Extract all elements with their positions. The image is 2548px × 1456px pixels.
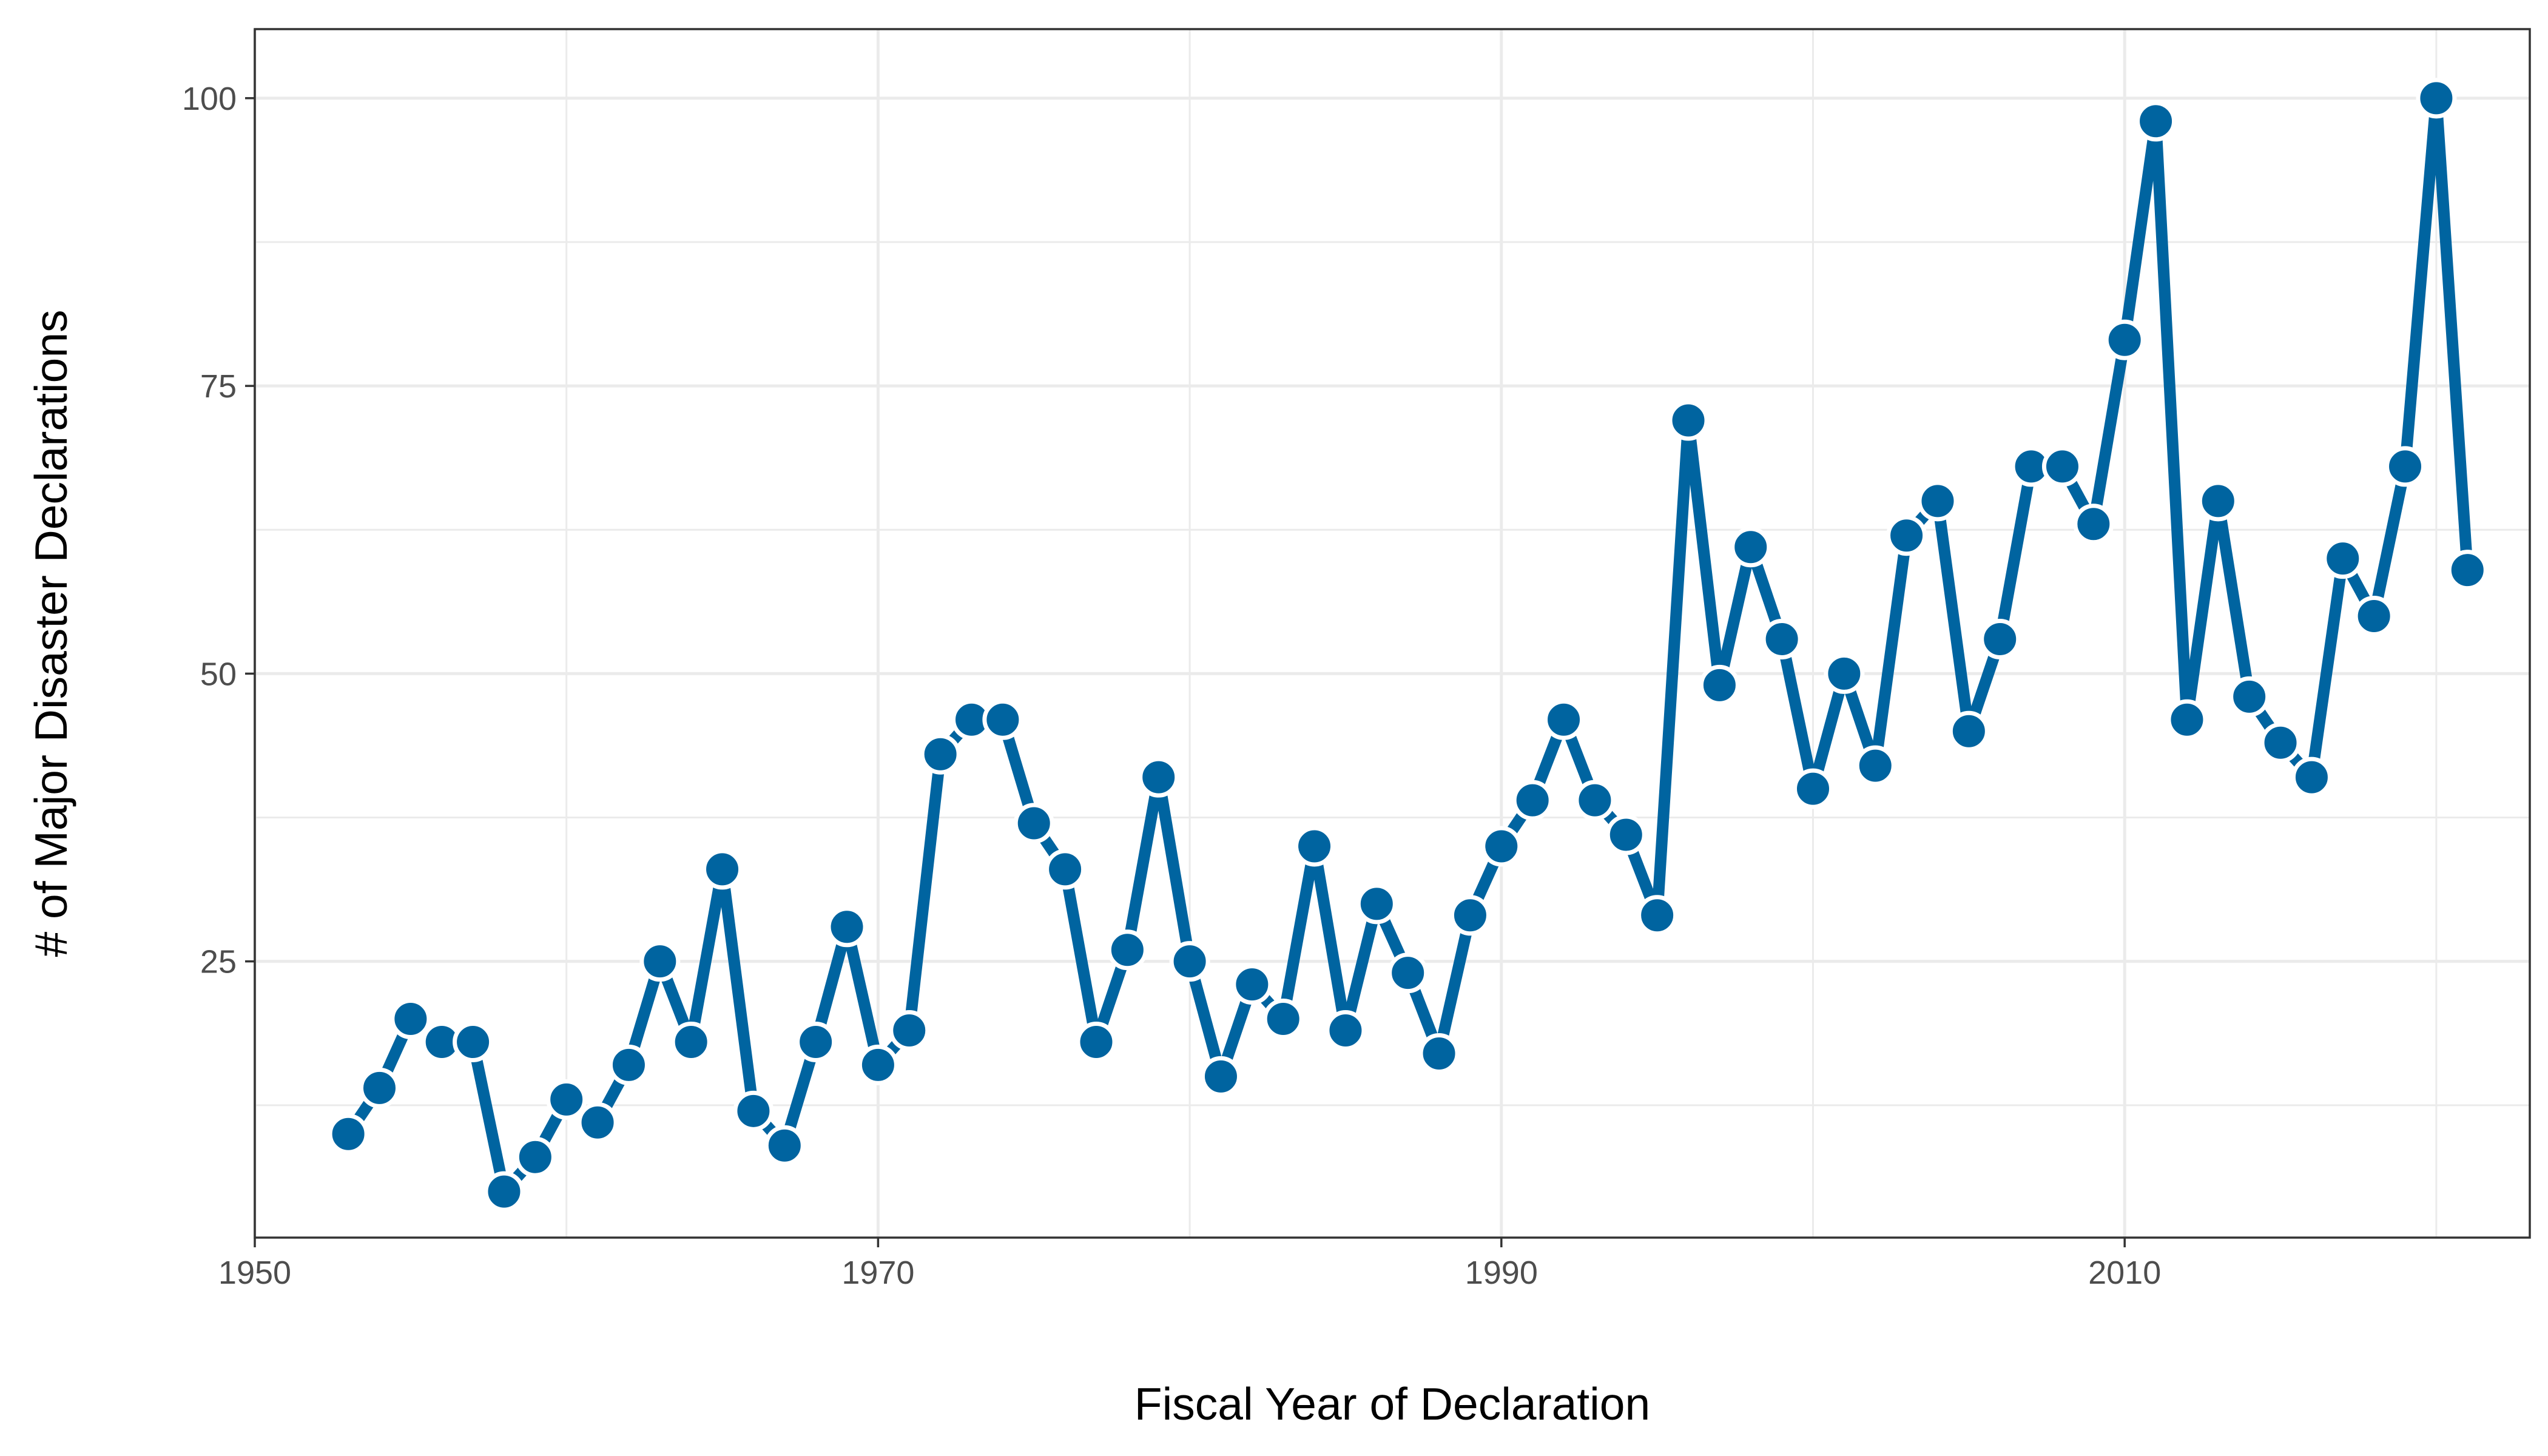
data-point [328,1113,369,1154]
data-point [826,906,868,948]
data-point [2104,319,2145,360]
data-point [1761,618,1802,659]
data-point [639,941,681,982]
data-point [1107,929,1148,971]
data-point [982,699,1023,740]
data-point [1886,515,1927,556]
data-point [546,1079,587,1120]
data-point [1449,895,1491,936]
data-point [514,1136,556,1178]
data-point [1325,1010,1366,1051]
data-point [484,1171,525,1212]
data-point [2353,596,2395,637]
data-point [670,1021,712,1062]
data-point [390,999,431,1040]
data-point [1730,527,1771,568]
data-point [1418,1033,1460,1074]
data-point [1045,849,1086,890]
data-point [1076,1021,1117,1062]
data-point [1792,768,1833,809]
data-point [1200,1056,1241,1097]
data-point [1699,664,1740,706]
data-point [2385,446,2426,487]
data-point [2073,504,2114,545]
x-tick-label: 2010 [2088,1255,2161,1291]
data-point [608,1044,649,1085]
y-tick-label: 100 [182,81,237,117]
x-tick-label: 1970 [841,1255,914,1291]
data-point [764,1125,805,1166]
data-point [1294,826,1335,867]
data-point [1512,780,1553,821]
data-point [1948,710,1989,752]
data-point [1013,803,1054,844]
y-axis-title: # of Major Disaster Declarations [25,309,76,957]
data-point [1169,941,1210,982]
data-point [1605,814,1646,855]
data-point [1855,745,1896,786]
data-point [889,1010,930,1051]
data-point [2447,550,2488,591]
data-point [2229,676,2270,717]
data-point [1917,480,1958,522]
data-point [1637,895,1678,936]
data-point [1574,780,1616,821]
data-point [359,1067,400,1108]
x-tick-label: 1990 [1465,1255,1538,1291]
plot-border [254,28,2531,1239]
data-point [1543,699,1585,740]
axes: 1950 1970 1990 2010 25 50 75 100 [182,81,2161,1291]
x-axis-title: Fiscal Year of Declaration [1134,1378,1650,1429]
data-series [328,78,2488,1212]
y-tick-label: 25 [200,944,237,980]
y-tick-label: 75 [200,368,237,405]
data-point [2322,538,2364,579]
data-point [2197,480,2239,522]
data-point [733,1090,774,1131]
data-point [2135,101,2177,142]
data-point [1668,400,1709,441]
data-point [2291,757,2332,798]
y-tick-label: 50 [200,656,237,692]
data-point [2166,699,2208,740]
data-point [2260,722,2301,763]
data-point [1232,964,1273,1005]
data-point [453,1021,494,1062]
data-point [1980,618,2021,659]
data-point [2041,446,2083,487]
data-point [920,733,961,775]
data-point [1387,952,1429,994]
data-point [577,1102,618,1143]
data-point [1262,999,1304,1040]
x-tick-label: 1950 [218,1255,291,1291]
data-point [1824,653,1865,694]
data-point [1356,883,1397,925]
data-point [702,849,743,890]
data-point [857,1044,898,1085]
data-point [795,1021,837,1062]
data-point [1481,826,1522,867]
data-point [2416,78,2457,119]
data-point [1138,757,1179,798]
